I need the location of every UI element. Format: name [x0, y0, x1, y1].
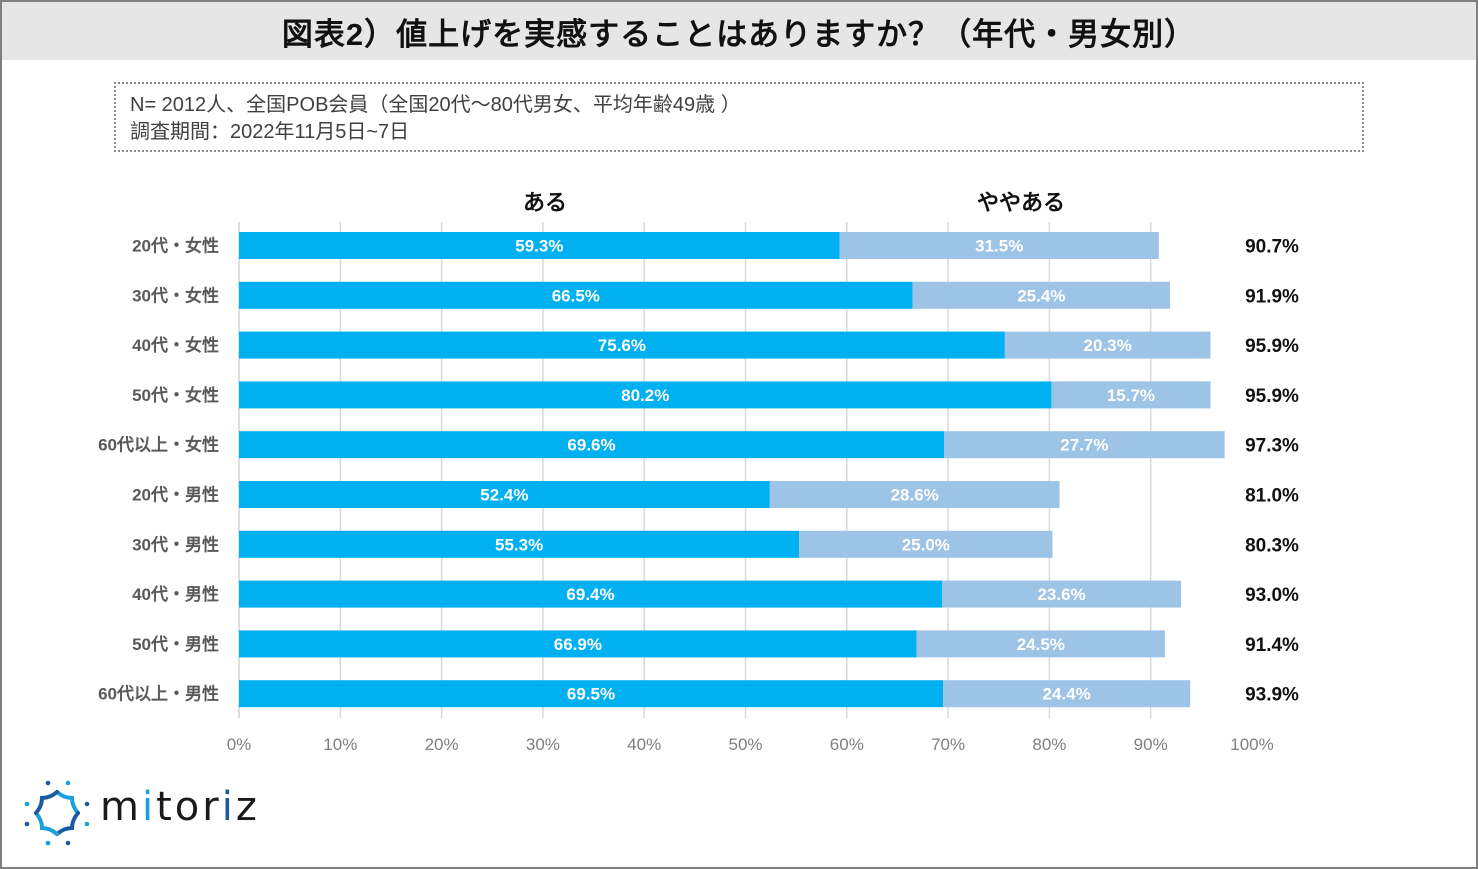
bar-segment — [943, 680, 1191, 708]
category-label: 30代・男性 — [132, 534, 219, 554]
category-label: 40代・女性 — [132, 335, 219, 355]
total-label: 95.9% — [1245, 386, 1299, 407]
bar-value-label: 20.3% — [1084, 336, 1132, 355]
bar-value-label: 15.7% — [1107, 386, 1155, 405]
total-label: 90.7% — [1245, 237, 1299, 258]
bars: 59.3% 31.5% 66.5% 25.4% 75.6% 20.3% 80.2% 15.7%… — [239, 232, 1225, 708]
survey-period-text: 調査期間：2022年11月5日~7日 — [130, 121, 410, 143]
bar-value-label: 24.5% — [1017, 635, 1065, 654]
total-label: 81.0% — [1245, 486, 1299, 507]
total-label: 93.0% — [1245, 585, 1299, 606]
x-tick-label: 0% — [227, 735, 252, 754]
bar-segment — [912, 281, 1170, 309]
category-label: 60代以上・男性 — [98, 684, 219, 704]
series-headers: ある ややある — [523, 190, 1065, 215]
bar-segment — [239, 381, 1052, 409]
x-tick-label: 80% — [1032, 735, 1066, 754]
series-header: ややある — [977, 190, 1065, 215]
bar-segment — [944, 431, 1225, 459]
category-label: 20代・女性 — [132, 236, 219, 256]
bar-value-label: 59.3% — [515, 237, 563, 256]
bar-segment — [799, 530, 1053, 558]
category-label: 30代・女性 — [132, 285, 219, 305]
category-label: 20代・男性 — [132, 485, 219, 505]
category-label: 40代・男性 — [132, 584, 219, 604]
bar-segment — [839, 232, 1159, 259]
total-label: 95.9% — [1245, 336, 1299, 357]
x-tick-label: 10% — [323, 735, 357, 754]
bar-value-label: 66.5% — [552, 286, 600, 305]
bar-value-label: 23.6% — [1037, 585, 1085, 604]
logo-wordmark: mitoriz — [100, 784, 260, 830]
total-label: 80.3% — [1245, 535, 1299, 556]
bar-value-label: 69.6% — [567, 436, 615, 455]
bar-segment — [239, 481, 770, 508]
x-tick-label: 90% — [1134, 735, 1168, 754]
survey-sample-text: N= 2012人、全国POB会員（全国20代～80代男女、平均年齢49歳 ） — [130, 94, 741, 116]
bar-value-label: 25.0% — [902, 535, 950, 554]
bar-segment — [239, 232, 840, 259]
bar-value-label: 66.9% — [554, 635, 602, 654]
mitoriz-logo: mitoriz — [22, 778, 262, 848]
bar-segment — [239, 630, 917, 658]
total-label: 93.9% — [1245, 685, 1299, 706]
bar-segment — [239, 580, 943, 608]
category-label: 50代・男性 — [132, 634, 219, 654]
survey-note: N= 2012人、全国POB会員（全国20代～80代男女、平均年齢49歳 ） 調… — [114, 82, 1364, 152]
sun-logo-icon — [24, 780, 90, 846]
bar-value-label: 55.3% — [495, 535, 543, 554]
chart-title: 図表2）値上げを実感することはありますか？（年代・男女別） — [281, 16, 1197, 52]
bar-value-label: 31.5% — [975, 237, 1023, 256]
bar-value-label: 24.4% — [1043, 685, 1091, 704]
bar-segment — [1051, 381, 1211, 409]
bar-segment — [769, 481, 1060, 508]
x-tick-label: 20% — [425, 735, 459, 754]
category-label: 60代以上・女性 — [98, 435, 219, 455]
x-tick-label: 40% — [627, 735, 661, 754]
bar-segment — [239, 530, 800, 558]
total-label: 91.4% — [1245, 635, 1299, 656]
bar-value-label: 69.5% — [567, 685, 615, 704]
x-tick-label: 100% — [1230, 735, 1273, 754]
bar-value-label: 28.6% — [891, 486, 939, 505]
bar-segment — [239, 281, 913, 309]
bar-value-label: 75.6% — [598, 336, 646, 355]
bar-segment — [916, 630, 1165, 658]
category-labels: 20代・女性 30代・女性 40代・女性 50代・女性 60代以上・女性 20代・男性 30… — [98, 236, 219, 704]
x-tick-label: 50% — [728, 735, 762, 754]
total-label: 97.3% — [1245, 436, 1299, 457]
x-tick-label: 30% — [526, 735, 560, 754]
bar-segment — [1004, 331, 1211, 359]
bar-value-label: 27.7% — [1060, 436, 1108, 455]
bar-segment — [239, 431, 945, 459]
total-labels: 90.7% 91.9% 95.9% 95.9% 97.3% 81.0% 80.3% 93.0%… — [1245, 237, 1299, 706]
bar-segment — [239, 331, 1005, 359]
total-label: 91.9% — [1245, 286, 1299, 307]
bar-value-label: 69.4% — [566, 585, 614, 604]
x-tick-label: 70% — [931, 735, 965, 754]
series-header: ある — [523, 190, 567, 215]
bar-segment — [239, 680, 944, 708]
x-axis-ticks: 0% 10% 20% 30% 40% 50% 60% 70% 80% 90% 100% — [227, 735, 1274, 754]
category-label: 50代・女性 — [132, 385, 219, 405]
x-tick-label: 60% — [830, 735, 864, 754]
bar-value-label: 52.4% — [480, 486, 528, 505]
title-bar: 図表2）値上げを実感することはありますか？（年代・男女別） — [2, 2, 1476, 60]
bar-value-label: 25.4% — [1017, 286, 1065, 305]
bar-segment — [942, 580, 1182, 608]
bar-value-label: 80.2% — [621, 386, 669, 405]
